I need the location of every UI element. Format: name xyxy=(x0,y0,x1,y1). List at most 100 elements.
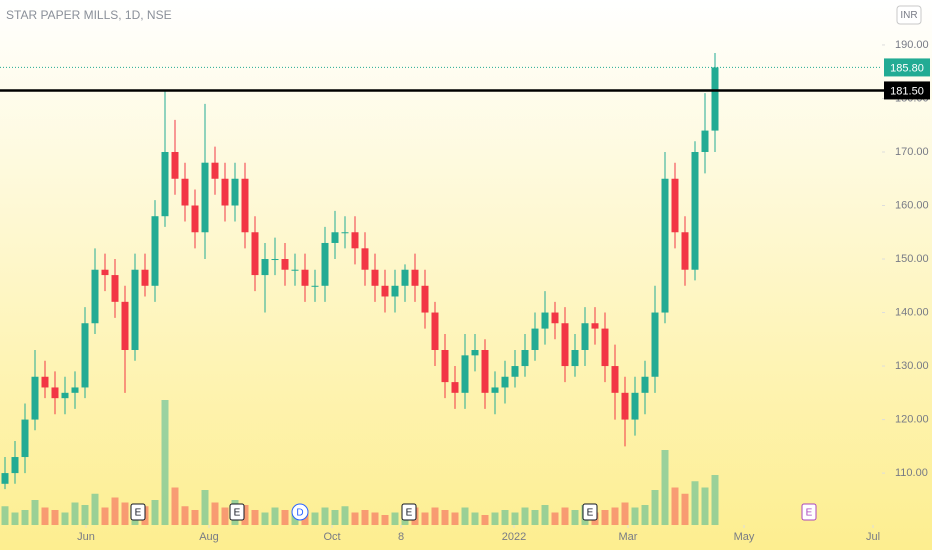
last-price-box xyxy=(884,58,930,77)
candle-body xyxy=(661,178,669,313)
chart-title: STAR PAPER MILLS, 1D, NSE xyxy=(6,8,172,22)
volume-bar xyxy=(81,505,89,525)
candle-body xyxy=(161,151,169,217)
candle-body xyxy=(291,269,299,271)
volume-bar xyxy=(691,481,699,525)
y-tick-label: 190.00 xyxy=(895,39,929,51)
candle-body xyxy=(301,269,309,286)
candle-body xyxy=(421,285,429,313)
volume-bar xyxy=(461,507,469,525)
candle-body xyxy=(381,285,389,297)
volume-bar xyxy=(21,510,29,525)
volume-bar xyxy=(391,512,399,525)
event-label[interactable]: D xyxy=(296,508,303,519)
candle-body xyxy=(451,382,459,393)
volume-bar xyxy=(101,507,109,525)
volume-bar xyxy=(221,507,229,525)
x-tick-label: Mar xyxy=(619,531,638,543)
candle-body xyxy=(261,259,269,276)
candle-body xyxy=(631,392,639,420)
volume-bar xyxy=(381,515,389,525)
volume-bar xyxy=(331,510,339,525)
volume-bar xyxy=(41,507,49,525)
volume-bar xyxy=(561,507,569,525)
event-marker xyxy=(229,503,245,521)
volume-bar xyxy=(521,507,529,525)
volume-bar xyxy=(361,510,369,525)
candle-body xyxy=(211,162,219,179)
candle-body xyxy=(411,269,419,286)
volume-bar xyxy=(671,487,679,525)
candle-body xyxy=(501,376,509,388)
candle-body xyxy=(31,376,39,420)
x-tick-label: Jul xyxy=(866,531,880,543)
volume-bar xyxy=(651,490,659,525)
volume-bar xyxy=(121,502,129,525)
candle-body xyxy=(691,151,699,270)
volume-bar xyxy=(491,512,499,525)
candle-body xyxy=(331,232,339,243)
candle-body xyxy=(581,323,589,350)
y-tick-label: 160.00 xyxy=(895,199,929,211)
candle-body xyxy=(361,248,369,270)
candle-body xyxy=(181,178,189,206)
volume-bar xyxy=(191,510,199,525)
candle-body xyxy=(711,67,719,131)
y-tick-label: 110.00 xyxy=(895,467,928,479)
volume-bar xyxy=(71,502,79,525)
volume-bar xyxy=(621,502,629,525)
x-tick-label: Aug xyxy=(199,531,219,543)
candle-body xyxy=(671,178,679,233)
volume-bar xyxy=(471,512,479,525)
volume-bar xyxy=(321,507,329,525)
candle-body xyxy=(61,392,69,399)
volume-bar xyxy=(51,510,59,525)
candle-body xyxy=(11,457,19,474)
candle-body xyxy=(681,232,689,270)
candle-body xyxy=(221,178,229,206)
event-label[interactable]: E xyxy=(587,508,594,519)
volume-bar xyxy=(421,512,429,525)
candle-body xyxy=(571,350,579,367)
x-tick-label: May xyxy=(734,531,755,543)
candle-body xyxy=(101,269,109,276)
volume-bar xyxy=(211,502,219,525)
volume-bar xyxy=(631,507,639,525)
candle-body xyxy=(561,323,569,367)
event-label[interactable]: E xyxy=(234,508,241,519)
volume-bar xyxy=(541,505,549,525)
volume-bar xyxy=(571,510,579,525)
volume-bar xyxy=(11,512,19,525)
candle-body xyxy=(621,392,629,420)
candle-body xyxy=(21,419,29,458)
candle-body xyxy=(131,269,139,350)
volume-bar xyxy=(501,510,509,525)
volume-bar xyxy=(271,507,279,525)
candle-body xyxy=(441,350,449,383)
volume-bar xyxy=(281,510,289,525)
candle-body xyxy=(201,162,209,233)
currency-label[interactable]: INR xyxy=(900,10,917,21)
event-label[interactable]: E xyxy=(135,508,142,519)
candle-body xyxy=(591,323,599,329)
candle-body xyxy=(121,301,129,350)
volume-bar xyxy=(61,512,69,525)
volume-bar xyxy=(1,506,9,525)
volume-bar xyxy=(111,497,119,525)
candle-body xyxy=(641,376,649,393)
volume-bar xyxy=(31,500,39,525)
event-label[interactable]: E xyxy=(806,508,813,519)
y-tick-label: 140.00 xyxy=(895,306,929,318)
volume-bar xyxy=(371,512,379,525)
candle-body xyxy=(471,350,479,356)
volume-bar xyxy=(711,475,719,525)
horizontal-line-label: 181.50 xyxy=(890,85,924,97)
candle-body xyxy=(521,350,529,367)
candle-body xyxy=(191,205,199,233)
volume-bar xyxy=(261,512,269,525)
volume-bar xyxy=(241,505,249,525)
volume-bar xyxy=(341,506,349,525)
currency-button[interactable] xyxy=(896,5,922,25)
event-label[interactable]: E xyxy=(406,508,413,519)
